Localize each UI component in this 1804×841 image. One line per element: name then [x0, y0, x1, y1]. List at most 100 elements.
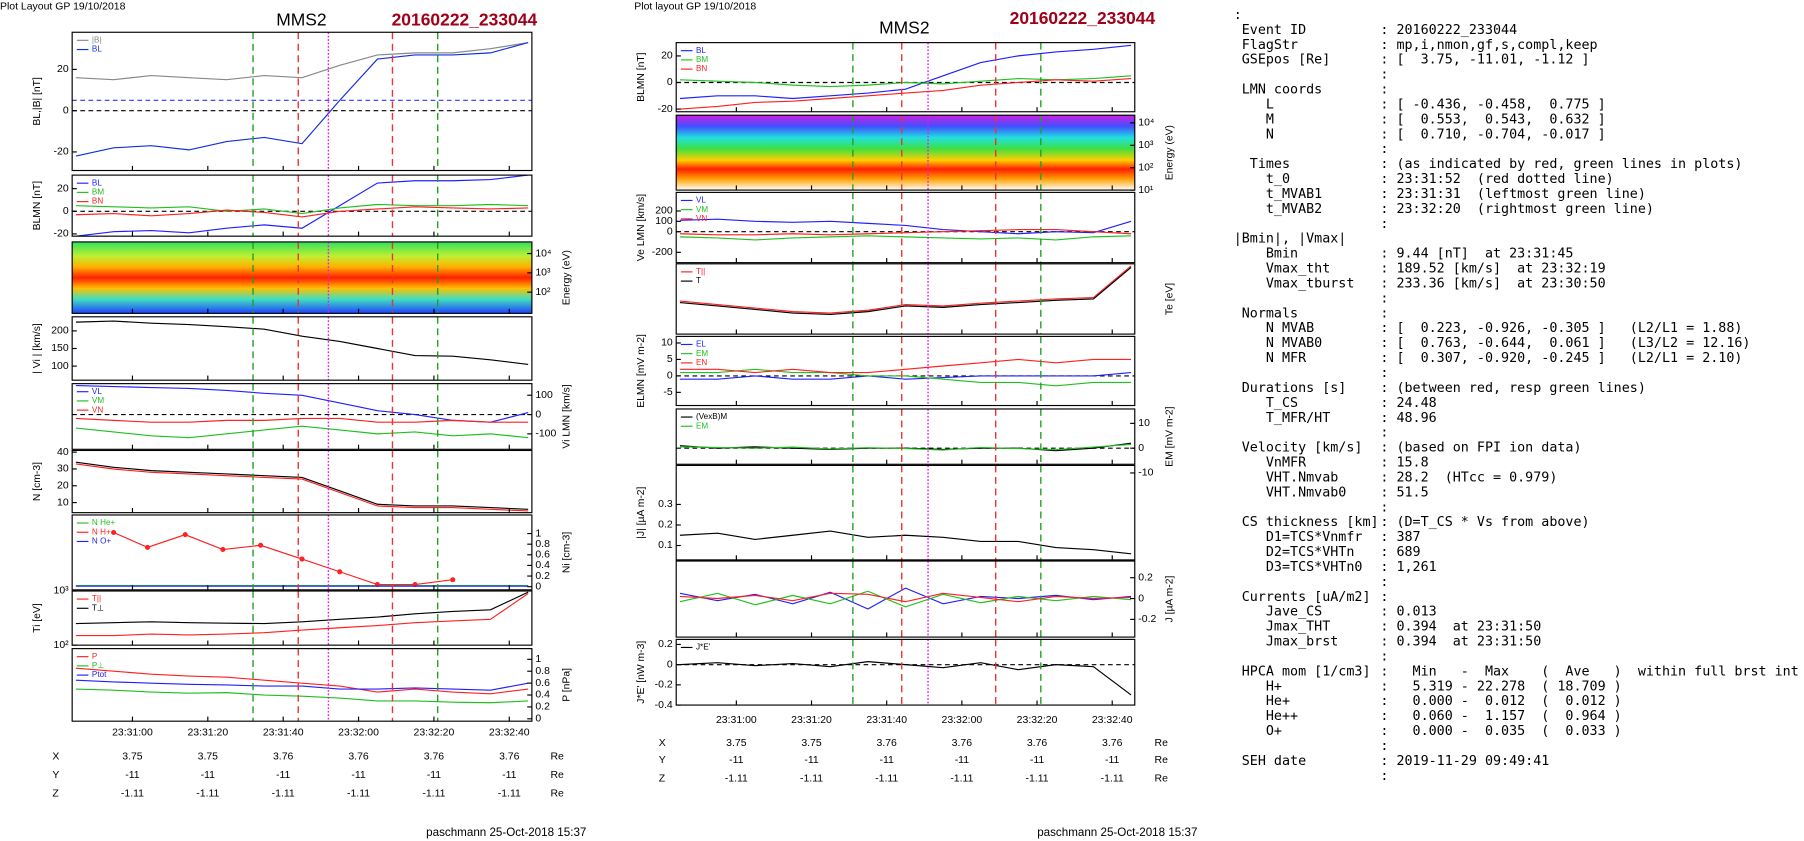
legend-label: J*E' [696, 643, 711, 652]
y-tick-label: 100 [535, 390, 553, 401]
series-line [75, 667, 529, 695]
y-tick-label: 0.6 [535, 550, 550, 561]
position-label: X [52, 752, 59, 763]
position-value: -1.11 [196, 789, 219, 800]
y-tick-label: 10³ [535, 268, 551, 279]
y-tick-label: 150 [51, 343, 69, 354]
panel-frame [71, 174, 533, 237]
y-axis-label: |J| [µA m-2] [636, 486, 647, 538]
panel [676, 639, 1135, 706]
y-tick-label: 0 [63, 206, 69, 217]
info-value: : [ 0.223, -0.926, -0.305 ] (L2/L1 = 1.8… [1380, 321, 1742, 336]
y-tick-label: 10² [54, 640, 70, 651]
info-value: : 28.2 (HTcc = 0.979) [1380, 471, 1557, 486]
legend-label: VM [92, 396, 104, 405]
y-tick-label: -0.2 [1138, 614, 1156, 625]
info-label: Jave_CS [1234, 605, 1323, 620]
position-value: -1.11 [1101, 774, 1124, 785]
position-value: -11 [1030, 755, 1045, 766]
legend-label: BL [92, 45, 102, 54]
position-unit: Re [551, 770, 565, 781]
panel [676, 115, 1135, 191]
info-value: : 24.48 [1380, 396, 1436, 411]
series-line [75, 42, 529, 81]
x-tick-label: 23:31:20 [791, 715, 832, 726]
info-label: Vmax_tburst [1234, 277, 1355, 292]
info-value: : [ 0.307, -0.920, -0.245 ] (L2/L1 = 2.1… [1380, 351, 1742, 366]
info-label: VnMFR [1234, 456, 1306, 471]
series-line [75, 417, 529, 423]
position-value: 3.76 [1102, 738, 1123, 749]
legend-label: VN [696, 214, 707, 223]
y-tick-label: -20 [658, 104, 673, 115]
y-tick-label: 0.2 [535, 702, 550, 713]
y-tick-label: 20 [57, 64, 69, 75]
info-value: : (based on FPI ion data) [1380, 441, 1581, 456]
series-line [75, 593, 529, 637]
position-value: -11 [880, 755, 895, 766]
panel-frame [675, 464, 1136, 561]
info-value: : 1,261 [1380, 560, 1436, 575]
series-line [679, 218, 1132, 235]
y-axis-label: J*E' [nW m-3] [636, 641, 647, 704]
y-tick-label: 10 [57, 497, 69, 508]
data-point [111, 529, 117, 536]
y-tick-label: 0 [535, 409, 541, 420]
x-tick-label: 23:32:40 [489, 727, 530, 738]
data-point [220, 546, 226, 553]
info-value: : 0.000 - 0.012 ( 0.012 ) [1380, 694, 1621, 709]
position-value: 3.75 [801, 738, 822, 749]
y-tick-label: -5 [663, 387, 673, 398]
info-label: SEH date [1234, 754, 1306, 769]
legend-label: BM [92, 188, 104, 197]
series-line [679, 590, 1132, 608]
info-label: N MVAB0 [1234, 336, 1323, 351]
info-label: M [1234, 112, 1274, 127]
panel [72, 383, 532, 450]
legend-label: VN [92, 405, 103, 414]
legend-label: |B| [92, 35, 102, 44]
x-tick-label: 23:31:40 [866, 715, 907, 726]
x-tick-label: 23:31:40 [263, 727, 304, 738]
position-value: -1.11 [422, 789, 445, 800]
position-value: -11 [804, 755, 819, 766]
y-axis-label: P [nPa] [562, 668, 573, 702]
info-label: T_CS [1234, 396, 1298, 411]
info-value: : [1380, 83, 1388, 98]
panel-frame [71, 316, 533, 381]
panel-frame [675, 408, 1136, 465]
y-tick-label: 0.8 [535, 539, 550, 550]
info-value: : 23:31:52 (red dotted line) [1380, 172, 1613, 187]
position-value: -1.11 [875, 774, 898, 785]
series-line [679, 229, 1132, 236]
footer: paschmann 25-Oct-2018 15:37 [426, 827, 586, 839]
y-axis-label: ELMN [mV m-2] [636, 334, 647, 408]
legend-label: EN [696, 358, 707, 367]
data-point [337, 569, 343, 575]
info-value: : 0.394 at 23:31:50 [1380, 620, 1541, 635]
info-value: : 23:31:31 (leftmost green line) [1380, 187, 1646, 202]
legend-label: BM [696, 55, 708, 64]
info-value: : 0.013 [1380, 605, 1436, 620]
info-value: : mp,i,nmon,gf,s,compl,keep [1380, 38, 1597, 53]
y-axis-label: EM [mV m-2] [1164, 406, 1175, 467]
y-tick-label: 10 [1138, 418, 1150, 429]
info-value: : 48.96 [1380, 411, 1436, 426]
y-axis-label: Te [eV] [1164, 283, 1175, 315]
info-value: : [ 0.710, -0.704, -0.017 ] [1380, 127, 1605, 142]
info-label: VHT.Nmvab [1234, 471, 1339, 486]
position-value: -1.11 [800, 774, 823, 785]
series-line [679, 75, 1132, 88]
panel [676, 42, 1135, 112]
info-label: Durations [s] [1234, 381, 1347, 396]
info-label: t_0 [1234, 172, 1290, 187]
panel-frame [71, 449, 533, 514]
y-tick-label: -20 [54, 229, 69, 240]
info-label: Jmax_brst [1234, 635, 1339, 650]
y-tick-label: 10² [1138, 162, 1154, 173]
y-tick-label: 0.6 [535, 678, 550, 689]
y-tick-label: 20 [57, 183, 69, 194]
position-value: -1.11 [725, 774, 748, 785]
legend-label: T|| [696, 267, 705, 276]
y-tick-label: 0 [63, 105, 69, 116]
